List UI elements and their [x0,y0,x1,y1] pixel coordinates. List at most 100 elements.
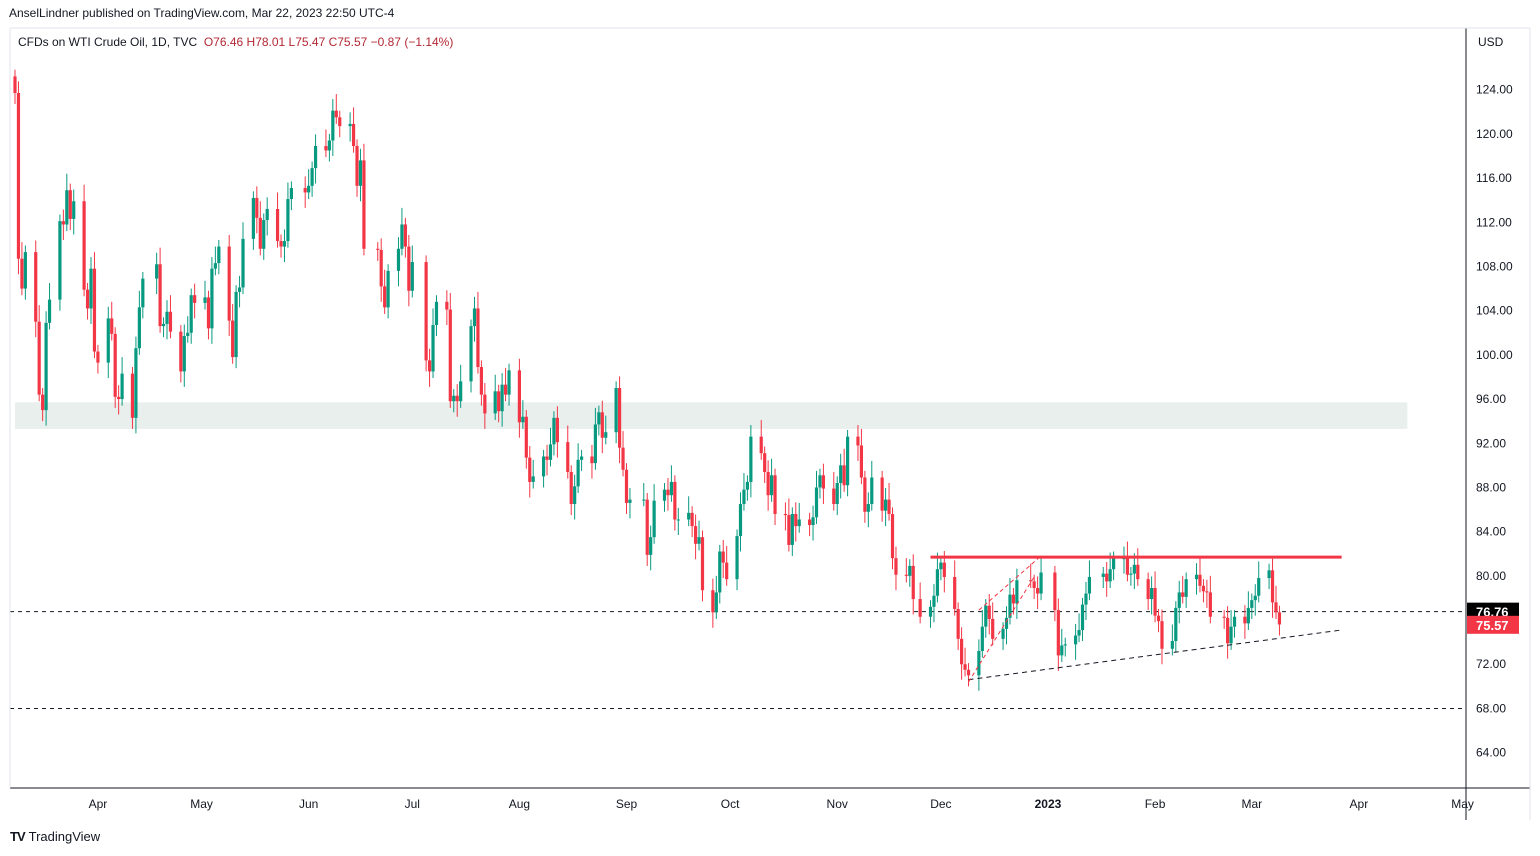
candle-body [555,417,559,443]
candle-body [953,576,957,609]
candle [113,327,117,408]
candle [863,470,867,523]
y-tick-label: 68.00 [1476,701,1506,715]
candle [1184,572,1188,608]
candle [1253,584,1257,616]
candle-body [334,110,338,118]
candle [939,555,943,581]
candle [1053,565,1057,622]
candle-body [735,536,739,580]
candle-body [700,537,705,591]
candle-body [141,278,145,308]
candle-body [275,209,280,242]
candle-body [206,297,211,329]
candle-body [783,513,788,516]
candle-body [1077,629,1081,636]
candle-body [182,336,186,372]
candle-body [821,475,826,489]
y-tick-label: 92.00 [1476,436,1506,450]
candle-body [742,489,746,505]
candle [234,285,238,369]
candle [842,448,846,492]
candle-body [1146,579,1150,600]
candle-body [265,209,269,221]
candle [991,602,995,646]
candle-body [407,246,411,291]
x-tick-label: May [190,797,213,811]
candle [158,247,162,333]
candle-body [1156,615,1161,622]
candle-body [455,395,459,402]
candle-body [1039,572,1043,594]
candle [552,411,556,456]
candle [566,425,570,479]
candle-body [1101,573,1105,577]
candle [44,311,48,426]
candle-body [797,519,801,527]
candle [807,512,812,537]
candle-body [431,325,435,372]
candle [866,492,870,528]
candle-body [137,307,141,349]
candle-body [942,562,946,577]
candle-body [687,512,691,520]
candle [179,325,183,383]
brand-name: TradingView [28,829,101,844]
y-tick-label: 120.00 [1476,127,1513,141]
candle [1150,576,1154,615]
candle-body [41,394,45,411]
candle [386,264,390,319]
candles [13,69,1282,691]
candle-body [82,201,86,290]
candle-body [977,650,981,676]
candle [904,558,908,583]
candle-body [445,301,449,310]
candle [265,197,269,236]
candle [524,410,528,469]
candle-body [1222,616,1226,618]
candle-body [210,268,214,329]
candle [573,474,577,520]
candle-body [545,456,549,460]
candle-body [1056,610,1060,656]
candle-body [307,185,311,193]
candle-body [669,481,674,496]
candle-body [887,499,891,514]
ascending-trendline [968,629,1342,681]
candle-body [642,499,646,501]
candle [1146,572,1150,611]
symbol-name[interactable]: CFDs on WTI Crude Oil, 1D, TVC [18,35,198,49]
candle-body [469,326,473,382]
candle-body [1208,592,1212,617]
candle [452,389,456,413]
candle-body [697,537,701,544]
candle [34,240,38,338]
candle-body [966,669,971,676]
candle-body [358,160,363,186]
candle-body [427,360,432,372]
candle-body [303,188,307,193]
supply-zone [15,402,1408,429]
candle [911,554,915,615]
candle [1032,574,1036,600]
candle [307,169,311,200]
candle [600,400,604,454]
publisher-caption: AnselLindner published on TradingView.co… [9,6,395,20]
candle [445,290,449,326]
candle [687,496,691,527]
candle [745,475,750,501]
candle [1101,567,1105,589]
candle [1194,563,1199,595]
x-tick-label: Jun [299,797,318,811]
candle [935,552,940,603]
candle [348,112,352,142]
candle-body [383,286,387,308]
candle-body [472,308,477,327]
candle [569,465,573,516]
candle [210,257,214,344]
tradingview-brand[interactable]: TV TradingView [10,829,100,844]
y-tick-label: 116.00 [1476,171,1512,185]
candle-body [1029,580,1033,582]
x-tick-label: Oct [721,797,740,811]
